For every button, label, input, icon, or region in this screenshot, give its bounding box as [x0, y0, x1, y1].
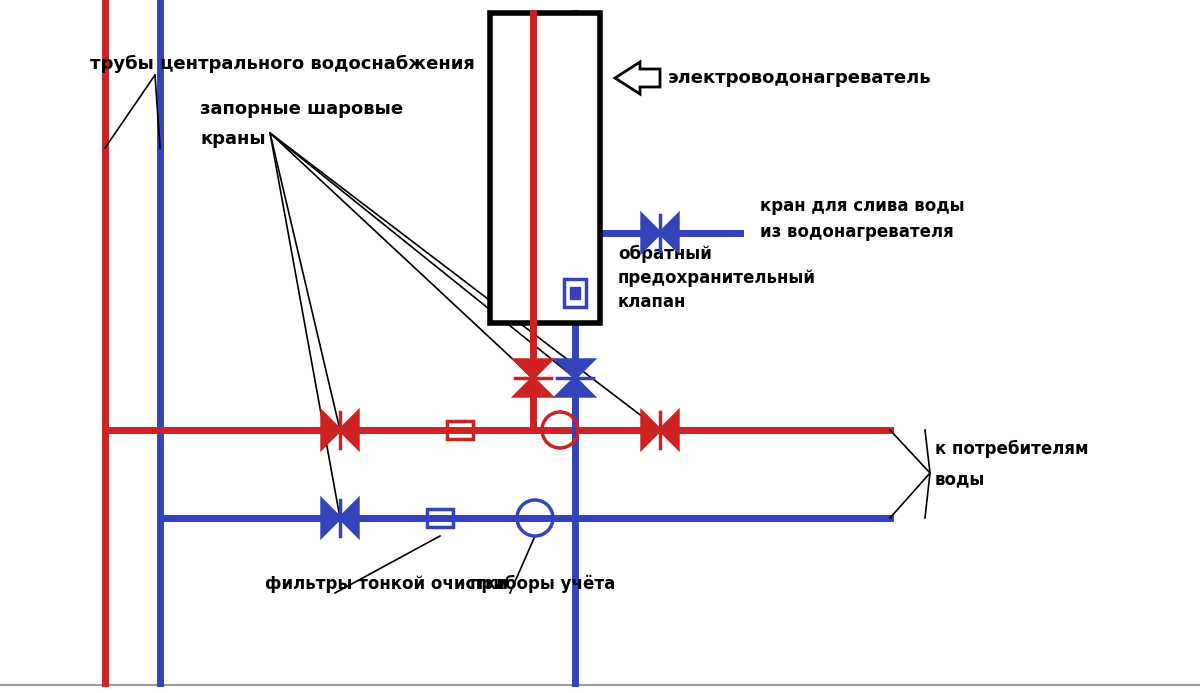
Text: кран для слива воды: кран для слива воды	[760, 197, 965, 215]
Text: краны: краны	[200, 130, 265, 148]
Polygon shape	[322, 500, 340, 536]
Text: предохранительный: предохранительный	[618, 269, 816, 287]
Text: обратный: обратный	[618, 245, 712, 263]
Polygon shape	[557, 360, 593, 378]
Polygon shape	[557, 378, 593, 396]
Bar	[564, 279, 586, 307]
Polygon shape	[660, 215, 678, 251]
Text: из водонагревателя: из водонагревателя	[760, 223, 954, 241]
Text: клапан: клапан	[618, 293, 686, 311]
Bar	[427, 509, 454, 527]
Bar	[570, 287, 580, 299]
Text: фильтры тонкой очистки: фильтры тонкой очистки	[265, 575, 508, 593]
Polygon shape	[322, 412, 340, 448]
Polygon shape	[660, 412, 678, 448]
Bar	[446, 421, 473, 439]
Polygon shape	[642, 215, 660, 251]
Text: к потребителям: к потребителям	[935, 440, 1088, 458]
Polygon shape	[340, 500, 358, 536]
Polygon shape	[515, 360, 551, 378]
Text: электроводонагреватель: электроводонагреватель	[668, 69, 931, 87]
Polygon shape	[515, 378, 551, 396]
FancyArrow shape	[616, 62, 660, 94]
Text: приборы учёта: приборы учёта	[470, 574, 616, 593]
Text: трубы центрального водоснабжения: трубы центрального водоснабжения	[90, 55, 475, 73]
Polygon shape	[340, 412, 358, 448]
Text: воды: воды	[935, 470, 985, 488]
Bar	[490, 13, 600, 323]
Polygon shape	[642, 412, 660, 448]
Text: запорные шаровые: запорные шаровые	[200, 100, 403, 118]
